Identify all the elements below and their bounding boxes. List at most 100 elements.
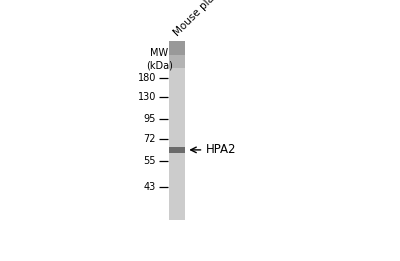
Bar xyxy=(169,148,185,149)
Bar xyxy=(169,153,185,154)
Bar xyxy=(169,71,185,72)
Bar xyxy=(169,114,185,115)
Bar xyxy=(169,84,185,85)
Bar xyxy=(169,54,185,55)
Bar xyxy=(169,131,185,132)
Bar xyxy=(169,179,185,180)
Bar xyxy=(169,137,185,138)
Bar xyxy=(169,92,185,93)
Text: HPA2: HPA2 xyxy=(206,143,236,156)
Bar xyxy=(169,60,185,61)
Bar xyxy=(169,91,185,92)
Bar xyxy=(169,215,185,216)
Bar xyxy=(169,218,185,219)
Bar xyxy=(169,155,185,156)
Bar xyxy=(169,108,185,109)
Bar xyxy=(169,51,185,52)
Bar xyxy=(169,202,185,203)
Bar xyxy=(169,140,185,141)
Bar xyxy=(169,187,185,188)
Bar xyxy=(169,152,185,153)
Bar xyxy=(169,209,185,210)
Bar xyxy=(169,46,185,47)
Bar xyxy=(169,117,185,118)
Bar xyxy=(169,113,185,114)
Bar xyxy=(169,118,185,119)
Bar xyxy=(169,62,185,63)
Bar xyxy=(169,142,185,143)
Bar xyxy=(169,130,185,131)
Bar xyxy=(169,160,185,161)
Bar xyxy=(169,43,185,44)
Text: 180: 180 xyxy=(138,73,156,82)
Bar xyxy=(169,67,185,68)
Bar xyxy=(169,45,185,46)
Bar xyxy=(169,158,185,159)
Bar xyxy=(169,198,185,199)
Bar xyxy=(169,184,185,185)
Text: Mouse plasma: Mouse plasma xyxy=(172,0,232,38)
Bar xyxy=(169,210,185,211)
Bar xyxy=(169,138,185,139)
Bar xyxy=(169,161,185,162)
Bar xyxy=(169,82,185,83)
Bar xyxy=(169,208,185,209)
Bar xyxy=(169,52,185,53)
Bar xyxy=(169,41,185,42)
Text: 95: 95 xyxy=(144,114,156,124)
Bar xyxy=(169,206,185,207)
Bar xyxy=(169,217,185,218)
Bar xyxy=(169,211,185,212)
Bar xyxy=(169,193,185,194)
Bar xyxy=(169,170,185,171)
Bar xyxy=(169,154,185,155)
Bar xyxy=(169,85,185,86)
Bar xyxy=(169,87,185,88)
Bar xyxy=(169,128,185,129)
Bar xyxy=(169,175,185,176)
Bar xyxy=(169,219,185,220)
Bar xyxy=(169,214,185,215)
Bar xyxy=(169,96,185,97)
Bar xyxy=(169,120,185,121)
Bar xyxy=(169,90,185,91)
Bar xyxy=(169,194,185,195)
Bar xyxy=(169,168,185,169)
Bar xyxy=(169,134,185,135)
Bar xyxy=(169,124,185,125)
Bar xyxy=(169,151,185,152)
Bar xyxy=(169,79,185,80)
Bar xyxy=(169,166,185,167)
Bar xyxy=(169,135,185,136)
Bar xyxy=(169,149,185,150)
Bar xyxy=(169,76,185,77)
Bar xyxy=(169,191,185,192)
Bar xyxy=(169,111,185,112)
Bar xyxy=(169,146,185,147)
Bar xyxy=(169,185,185,186)
Bar xyxy=(169,181,185,182)
Bar xyxy=(169,105,185,106)
Bar xyxy=(169,99,185,100)
Bar xyxy=(169,97,185,98)
Bar xyxy=(169,122,185,123)
Bar xyxy=(169,107,185,108)
Bar xyxy=(169,165,185,166)
Bar xyxy=(169,126,185,127)
Bar xyxy=(169,201,185,202)
Bar xyxy=(169,80,185,81)
Bar xyxy=(169,157,185,158)
Bar xyxy=(169,162,185,163)
Bar xyxy=(169,83,185,84)
Bar xyxy=(169,48,185,49)
Bar xyxy=(169,204,185,205)
Bar xyxy=(169,56,185,57)
Bar xyxy=(169,69,185,70)
Bar xyxy=(169,112,185,113)
Bar xyxy=(169,196,185,197)
Bar xyxy=(169,93,185,94)
Bar xyxy=(169,119,185,120)
Bar xyxy=(169,145,185,146)
Bar xyxy=(169,75,185,76)
Bar xyxy=(169,50,185,51)
